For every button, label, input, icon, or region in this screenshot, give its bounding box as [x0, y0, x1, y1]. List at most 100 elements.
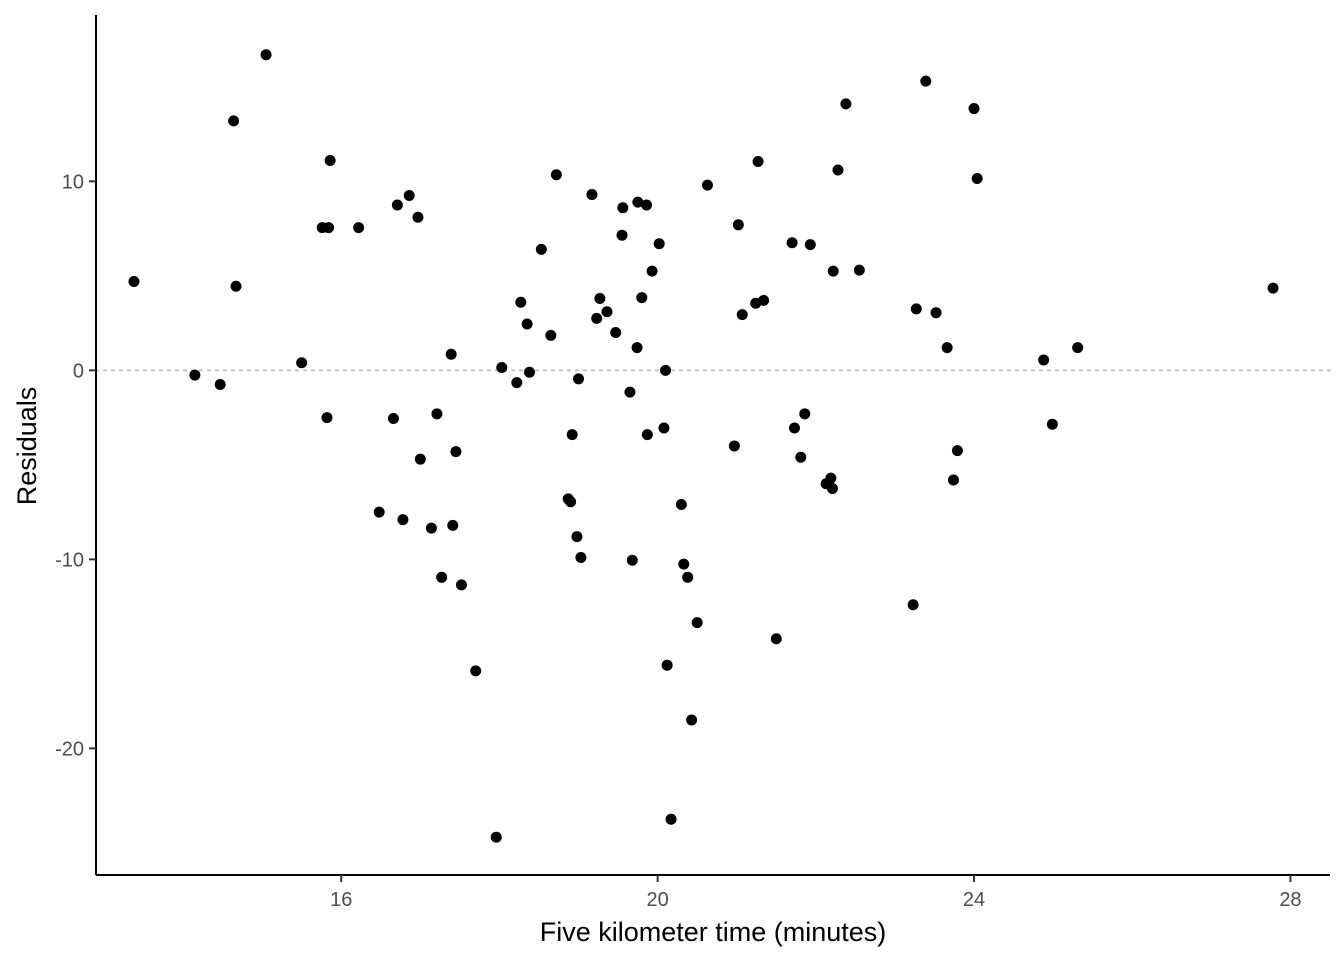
data-point	[682, 571, 694, 583]
data-point	[661, 659, 673, 671]
x-tick-label: 28	[1279, 889, 1301, 911]
x-axis-ticks: 16 20 24 28	[330, 875, 1302, 911]
data-point	[189, 369, 201, 381]
data-point	[1267, 282, 1279, 294]
data-point	[632, 196, 644, 208]
data-point	[591, 312, 603, 324]
y-tick-label: -10	[55, 549, 84, 571]
data-point	[910, 303, 922, 315]
data-point	[387, 413, 399, 425]
data-point	[686, 714, 698, 726]
data-point	[941, 342, 953, 354]
data-point	[788, 422, 800, 434]
data-point	[445, 348, 457, 360]
data-point	[431, 408, 443, 420]
data-point	[353, 222, 365, 234]
data-point	[728, 440, 740, 452]
data-point	[920, 75, 932, 87]
data-point	[758, 294, 770, 306]
data-point	[930, 307, 942, 319]
y-tick-label: 10	[62, 171, 84, 193]
data-point	[616, 229, 628, 241]
data-point	[260, 49, 272, 61]
data-point	[853, 264, 865, 276]
data-point	[786, 237, 798, 249]
data-point	[414, 453, 426, 465]
data-point	[658, 422, 670, 434]
data-point	[455, 579, 467, 591]
data-point	[795, 451, 807, 463]
data-point	[586, 189, 598, 201]
data-point	[412, 211, 424, 223]
data-point	[968, 103, 980, 115]
data-point	[610, 327, 622, 339]
data-point	[425, 522, 437, 534]
data-point	[450, 446, 462, 458]
y-axis-ticks: -20 -10 0 10	[55, 171, 96, 760]
data-point	[324, 155, 336, 167]
data-point	[470, 665, 482, 677]
data-point	[1038, 354, 1050, 366]
y-tick-label: 0	[73, 360, 84, 382]
data-point	[545, 329, 557, 341]
data-point	[566, 429, 578, 441]
data-point	[732, 219, 744, 231]
data-point	[321, 412, 333, 424]
x-axis-title: Five kilometer time (minutes)	[540, 917, 887, 947]
data-point	[646, 265, 658, 277]
data-point	[636, 292, 648, 304]
points-group	[128, 49, 1279, 843]
data-point	[523, 366, 535, 378]
x-tick-label: 16	[330, 889, 352, 911]
data-point	[832, 164, 844, 176]
data-point	[436, 571, 448, 583]
data-point	[515, 296, 527, 308]
y-axis-title: Residuals	[12, 387, 42, 506]
data-point	[447, 519, 459, 531]
data-point	[128, 276, 140, 288]
data-point	[675, 499, 687, 511]
data-point	[511, 377, 523, 389]
data-point	[601, 306, 613, 318]
data-point	[653, 238, 665, 250]
data-point	[550, 169, 562, 181]
data-point	[971, 172, 983, 184]
data-point	[1046, 418, 1058, 430]
data-point	[840, 98, 852, 110]
data-point	[228, 115, 240, 127]
data-point	[951, 445, 963, 457]
data-point	[827, 265, 839, 277]
data-point	[641, 429, 653, 441]
data-point	[799, 408, 811, 420]
data-point	[626, 554, 638, 566]
data-point	[214, 379, 226, 391]
data-point	[660, 364, 672, 376]
data-point	[617, 202, 629, 214]
data-point	[573, 373, 585, 385]
data-point	[691, 617, 703, 629]
data-point	[397, 514, 409, 526]
data-point	[736, 309, 748, 321]
data-point	[496, 362, 508, 374]
data-point	[230, 280, 242, 292]
data-point	[804, 239, 816, 251]
data-point	[665, 813, 677, 825]
data-point	[594, 293, 606, 305]
data-point	[624, 386, 636, 398]
data-point	[701, 179, 713, 191]
data-point	[403, 190, 415, 202]
data-point	[641, 199, 653, 211]
data-point	[521, 318, 533, 330]
data-point	[826, 482, 838, 494]
y-tick-label: -20	[55, 738, 84, 760]
data-point	[752, 155, 764, 167]
data-point	[770, 633, 782, 645]
x-tick-label: 24	[963, 889, 985, 911]
data-point	[323, 222, 335, 234]
data-point	[575, 551, 587, 563]
data-point	[825, 472, 837, 484]
data-point	[631, 342, 643, 354]
data-point	[535, 243, 547, 255]
